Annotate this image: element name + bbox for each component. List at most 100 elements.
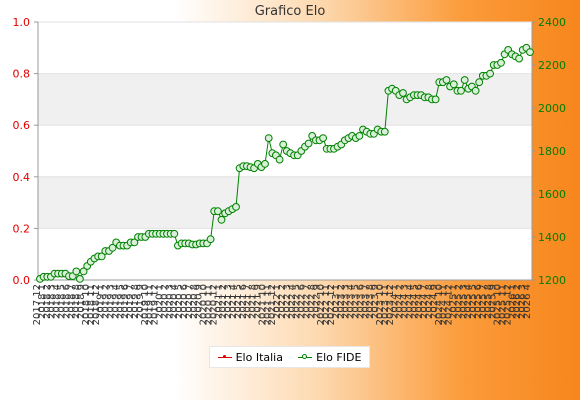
x-tick-label: 2024 9 (429, 284, 440, 319)
elo-fide-point (319, 134, 328, 143)
x-tick-label: 2024 7 (419, 284, 430, 319)
x-tick-label: 2020 2 (159, 284, 170, 319)
legend-item-fide[interactable]: Elo FIDE (298, 351, 361, 364)
legend-swatch-fide (298, 353, 313, 361)
x-tick-label: 2025 11 (498, 284, 509, 325)
x-tick-label: 2018 7 (66, 284, 77, 319)
right-tick-label: 1600 (538, 188, 566, 201)
elo-fide-point (355, 132, 364, 140)
legend: Elo Italia Elo FIDE (209, 346, 370, 368)
x-tick-label: 2024 8 (424, 284, 435, 319)
elo-fide-point (304, 139, 313, 148)
x-tick-label: 2019 12 (150, 284, 161, 325)
elo-fide-point (79, 267, 88, 276)
elo-fide-point (170, 229, 179, 238)
x-tick-label: 2018 12 (91, 284, 102, 325)
right-tick-label: 2200 (538, 59, 566, 72)
x-tick-label: 2023 1 (331, 284, 342, 319)
x-tick-label: 2022 6 (297, 284, 308, 319)
elo-fide-point (97, 252, 106, 261)
x-tick-label: 2025 6 (473, 284, 484, 319)
elo-fide-point (486, 69, 495, 78)
x-tick-label: 2018 4 (52, 284, 63, 319)
elo-fide-point (460, 76, 469, 84)
legend-label-italia: Elo Italia (235, 350, 283, 364)
x-tick-label: 2018 8 (71, 284, 82, 319)
right-axis-ticks: 1200 1400 1600 1800 2000 2200 2400 (532, 16, 566, 287)
elo-fide-point (261, 160, 269, 168)
x-tick-label: 2019 9 (135, 284, 146, 319)
x-tick-label: 2025 1 (449, 284, 460, 319)
x-tick-label: 2025 9 (488, 284, 499, 319)
right-tick-label: 2000 (538, 102, 566, 115)
x-tick-label: 2021 1 (213, 284, 224, 319)
x-tick-label: 2018 11 (86, 284, 97, 325)
x-tick-label: 2021 10 (257, 284, 268, 325)
right-tick-label: 2400 (538, 16, 566, 29)
x-tick-label: 2018 6 (61, 284, 72, 319)
x-tick-label: 2021 11 (262, 284, 273, 325)
elo-fide-point (275, 155, 284, 164)
x-tick-label: 2025 3 (458, 284, 469, 319)
x-tick-label: 2024 12 (444, 284, 455, 325)
x-tick-label: 2024 6 (414, 284, 425, 319)
legend-item-italia[interactable]: Elo Italia (217, 350, 283, 364)
left-tick-label: 0.6 (13, 119, 31, 132)
x-tick-label: 2020 11 (204, 284, 215, 325)
x-tick-label: 2021 7 (243, 284, 254, 319)
x-tick-label: 2023 6 (355, 284, 366, 319)
x-tick-label: 2019 10 (140, 284, 151, 325)
x-tick-label: 2021 5 (233, 284, 244, 319)
elo-fide-point (206, 235, 215, 244)
x-tick-label: 2018 3 (47, 284, 58, 319)
x-tick-label: 2018 9 (76, 284, 87, 319)
left-tick-label: 0.0 (13, 274, 31, 287)
x-tick-label: 2020 7 (184, 284, 195, 319)
x-tick-label: 2023 2 (336, 284, 347, 319)
x-tick-label: 2021 6 (238, 284, 249, 319)
x-tick-label: 2020 5 (174, 284, 185, 319)
x-tick-label: 2025 12 (502, 284, 513, 325)
x-tick-label: 2022 4 (287, 284, 298, 319)
x-tick-label: 2023 5 (351, 284, 362, 319)
elo-fide-point (72, 267, 81, 276)
left-tick-label: 0.4 (13, 171, 31, 184)
elo-fide-point (449, 80, 458, 89)
x-tick-label: 2024 5 (409, 284, 420, 319)
elo-fide-point (214, 207, 222, 216)
x-tick-label: 2018 1 (37, 284, 48, 319)
elo-fide-point (526, 48, 534, 56)
right-tick-label: 1200 (538, 274, 566, 287)
x-tick-label: 2021 12 (267, 284, 278, 325)
x-tick-label: 2019 6 (120, 284, 131, 319)
x-tick-label: 2021 9 (253, 284, 264, 319)
x-tick-label: 2022 1 (272, 284, 283, 319)
x-tick-label: 2023 8 (365, 284, 376, 319)
elo-fide-point (264, 134, 273, 143)
elo-fide-point (108, 243, 117, 252)
x-tick-label: 2020 9 (194, 284, 205, 319)
x-tick-label: 2019 5 (115, 284, 126, 319)
x-tick-label: 2020 8 (189, 284, 200, 319)
x-tick-label: 2022 2 (277, 284, 288, 319)
x-tick-label: 2020 12 (208, 284, 219, 325)
elo-fide-point (457, 86, 465, 95)
x-tick-label: 2018 2 (42, 284, 53, 319)
x-tick-label: 2025 5 (468, 284, 479, 319)
x-tick-label: 2018 5 (57, 284, 68, 319)
elo-fide-point (497, 58, 505, 67)
x-tick-label: 2022 12 (326, 284, 337, 325)
x-tick-label: 2020 1 (155, 284, 166, 319)
left-tick-label: 0.2 (13, 222, 31, 235)
x-tick-label: 2017 12 (32, 284, 43, 325)
chart-title: Grafico Elo (254, 4, 326, 19)
plot-band (38, 176, 532, 229)
x-tick-label: 2019 1 (96, 284, 107, 319)
x-tick-label: 2025 2 (453, 284, 464, 319)
x-tick-label: 2023 4 (346, 284, 357, 319)
x-tick-label: 2022 11 (321, 284, 332, 325)
x-tick-label: 2024 3 (400, 284, 411, 319)
elo-fide-point (442, 76, 451, 84)
elo-fide-point (130, 238, 139, 247)
